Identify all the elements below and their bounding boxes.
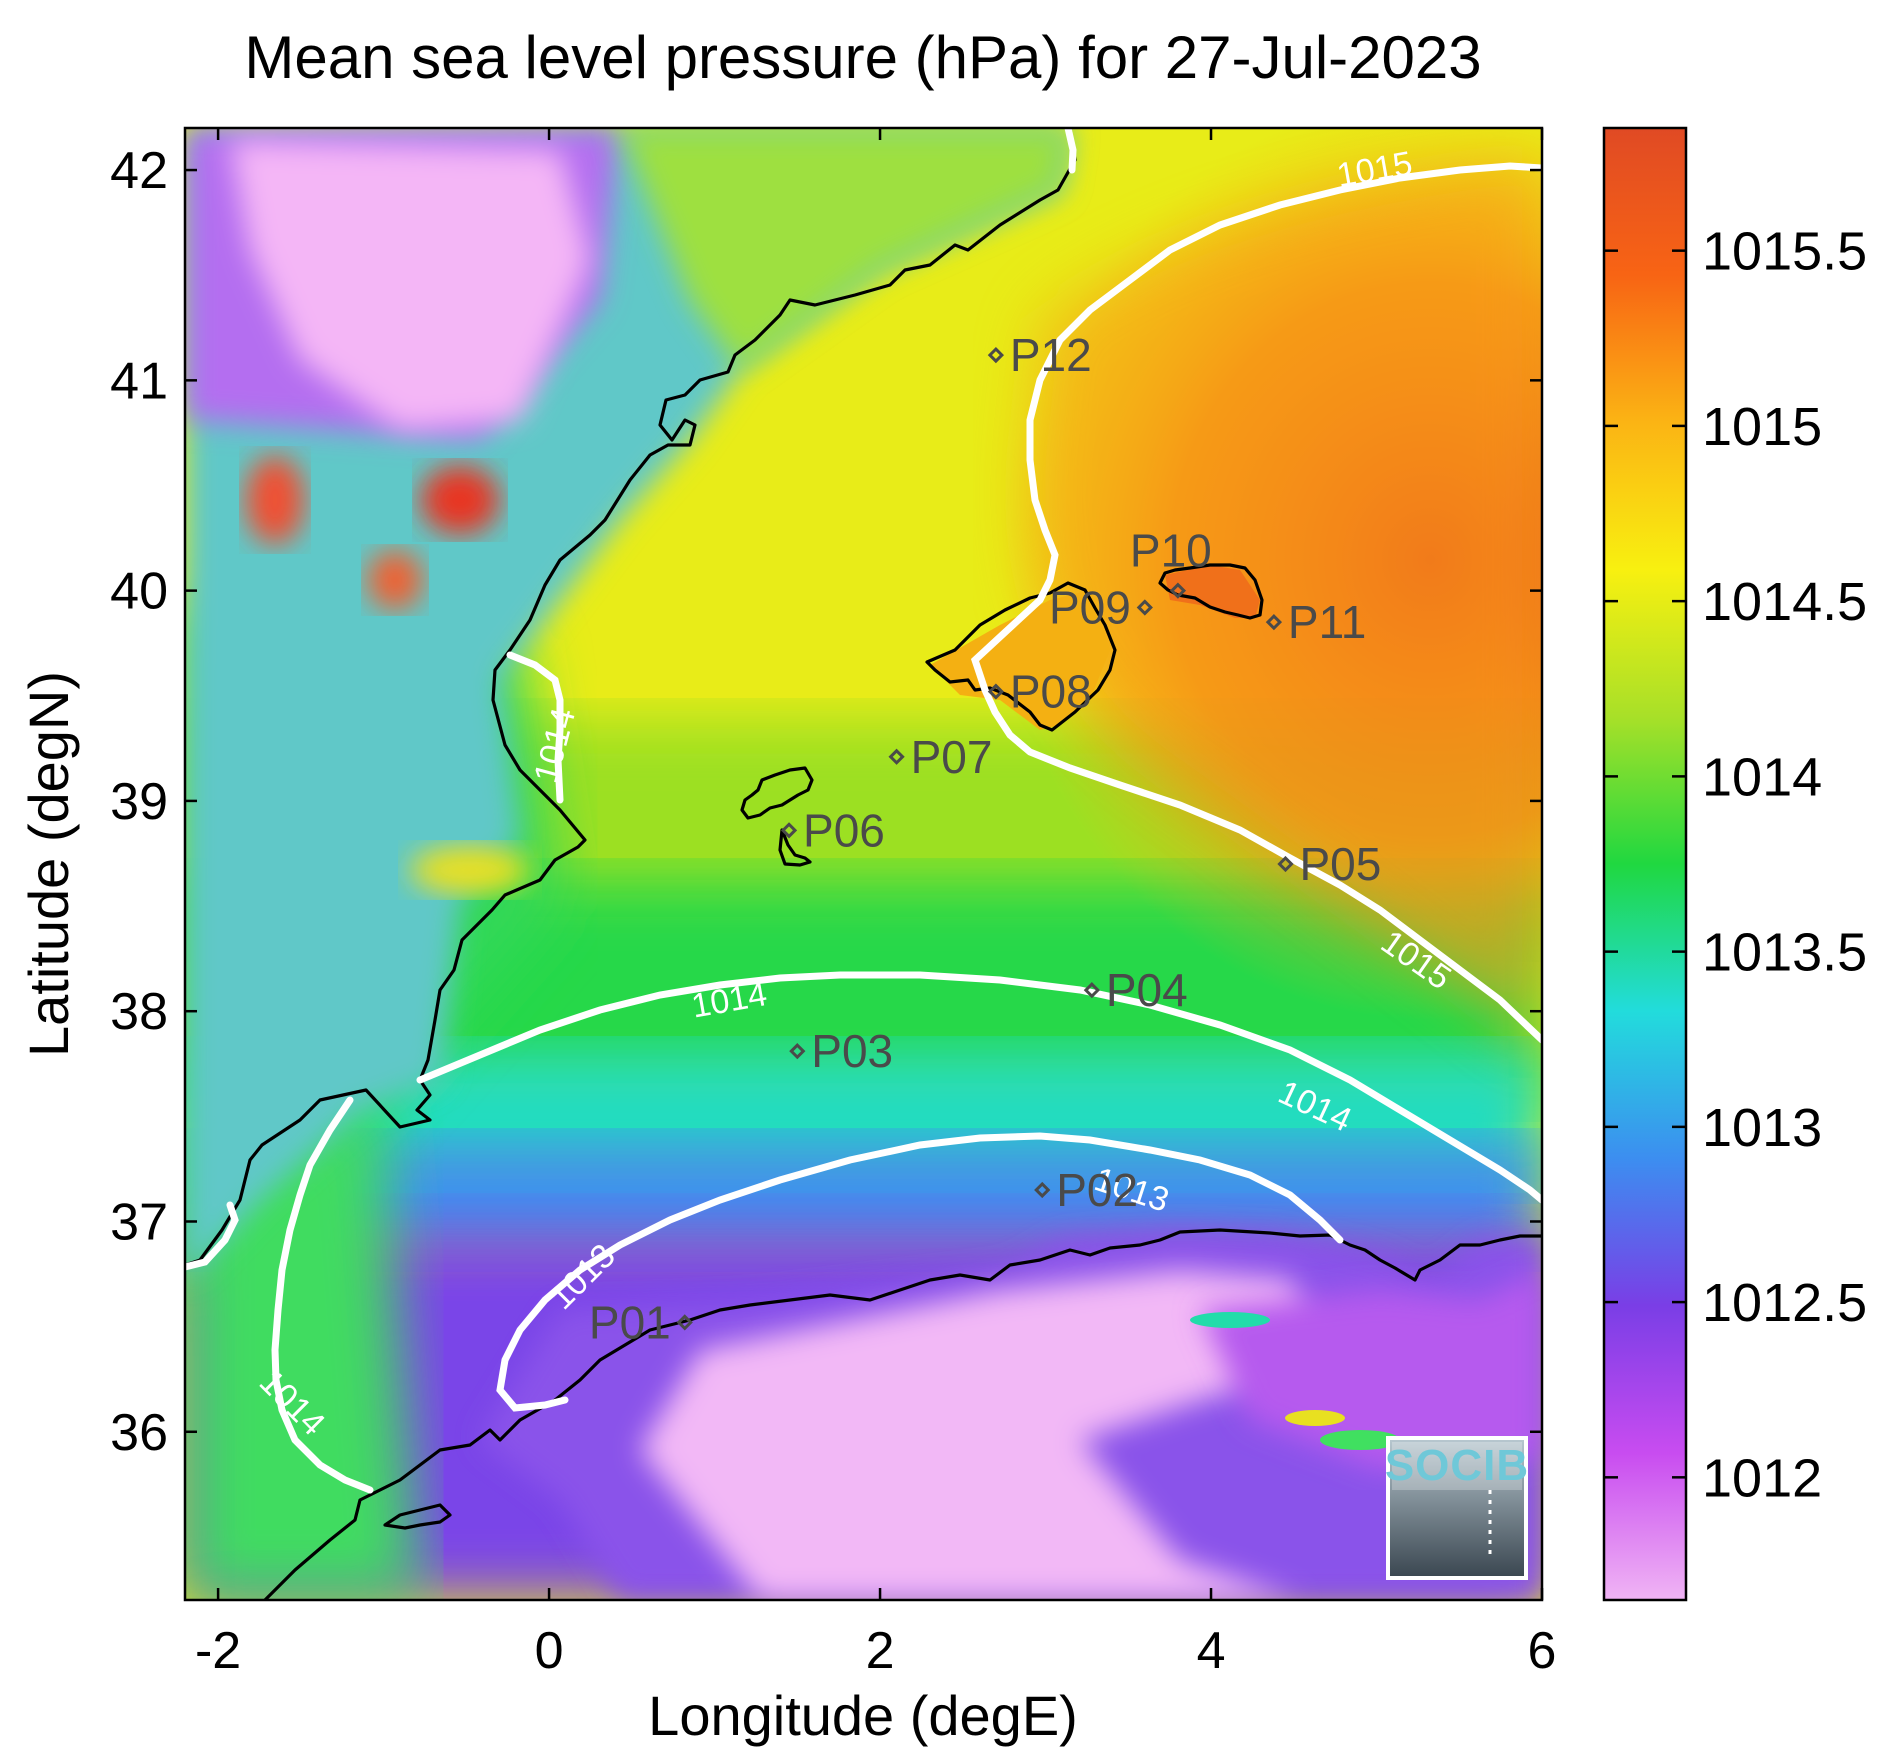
y-tick-label: 36 [110, 1404, 168, 1462]
alboran-island-coastline [383, 1503, 452, 1530]
x-axis-label: Longitude (degE) [648, 1684, 1078, 1747]
colorbar-tick-label: 1015 [1702, 397, 1822, 457]
x-axis-ticks: -2 0 2 4 6 [195, 128, 1556, 1680]
station-marker [1083, 982, 1100, 999]
station-marker [888, 748, 905, 765]
x-tick-label: 2 [866, 1622, 895, 1680]
y-tick-label: 42 [110, 142, 168, 200]
x-tick-label: -2 [195, 1622, 241, 1680]
y-tick-label: 40 [110, 563, 168, 621]
contour-lines [185, 128, 1542, 1494]
station-marker [1277, 855, 1294, 873]
station-marker [1136, 599, 1153, 616]
colorbar-tick-label: 1014.5 [1702, 572, 1867, 632]
station-label: P08 [1010, 666, 1092, 718]
x-tick-label: 6 [1528, 1622, 1557, 1680]
station-label: P09 [1049, 581, 1131, 633]
plot-frame [183, 126, 1544, 1602]
contour-1014-coast [506, 651, 564, 804]
iberia-coastline [185, 128, 1077, 1267]
socib-logo: SOCIB [1385, 1436, 1529, 1580]
station-marker [987, 683, 1005, 700]
colorbar-tick-label: 1012.5 [1702, 1273, 1867, 1333]
station-marker [1034, 1181, 1051, 1199]
y-tick-label: 37 [110, 1193, 168, 1251]
colorbar [1602, 126, 1688, 1602]
station-marker [1169, 582, 1187, 599]
station-marker [676, 1314, 693, 1331]
y-axis-label: Latitude (degN) [17, 671, 80, 1057]
station-label: P03 [811, 1025, 893, 1077]
colorbar-tick-label: 1012 [1702, 1448, 1822, 1508]
formentera-coastline [778, 828, 812, 867]
station-label: P01 [589, 1296, 671, 1348]
y-tick-label: 38 [110, 983, 168, 1041]
station-label: P05 [1299, 838, 1381, 890]
station-label: P02 [1056, 1164, 1138, 1216]
chart-title: Mean sea level pressure (hPa) for 27-Jul… [244, 24, 1481, 91]
y-axis-ticks: 36 37 38 39 40 41 42 [110, 142, 1542, 1462]
station-label: P12 [1010, 329, 1092, 381]
station-label: P11 [1288, 596, 1366, 648]
station-marker [780, 822, 798, 839]
contour-1015 [970, 162, 1542, 1044]
mallorca-coastline [925, 581, 1117, 732]
colorbar-tick-label: 1013 [1702, 1098, 1822, 1158]
x-tick-label: 0 [535, 1622, 564, 1680]
station-marker [789, 1043, 806, 1060]
station-label: P04 [1106, 964, 1188, 1016]
contour-1014-corner [185, 1201, 239, 1271]
contour-1013 [496, 1132, 1344, 1412]
colorbar-tick-label: 1015.5 [1702, 222, 1867, 282]
colorbar-ticks: 1012 1012.5 1013 1013.5 1014 1014.5 1015 1015.5 [1604, 222, 1867, 1508]
y-tick-label: 39 [110, 773, 168, 831]
contour-1014-south [416, 971, 1542, 1204]
x-tick-label: 4 [1197, 1622, 1226, 1680]
station-marker [1265, 614, 1283, 631]
africa-coastline [263, 1228, 1542, 1600]
y-tick-label: 41 [110, 352, 168, 410]
pressure-field [185, 128, 1542, 1600]
colorbar-tick-label: 1013.5 [1702, 923, 1867, 983]
contour-1015-top [1064, 128, 1077, 174]
station-label: P06 [803, 804, 885, 856]
station-label: P07 [911, 731, 993, 783]
contour-1014-west [271, 1096, 374, 1494]
station-label: P10 [1130, 525, 1212, 577]
logo-text: SOCIB [1385, 1441, 1529, 1490]
ibiza-coastline [740, 766, 814, 820]
station-marker [987, 346, 1005, 364]
colorbar-tick-label: 1014 [1702, 747, 1822, 807]
